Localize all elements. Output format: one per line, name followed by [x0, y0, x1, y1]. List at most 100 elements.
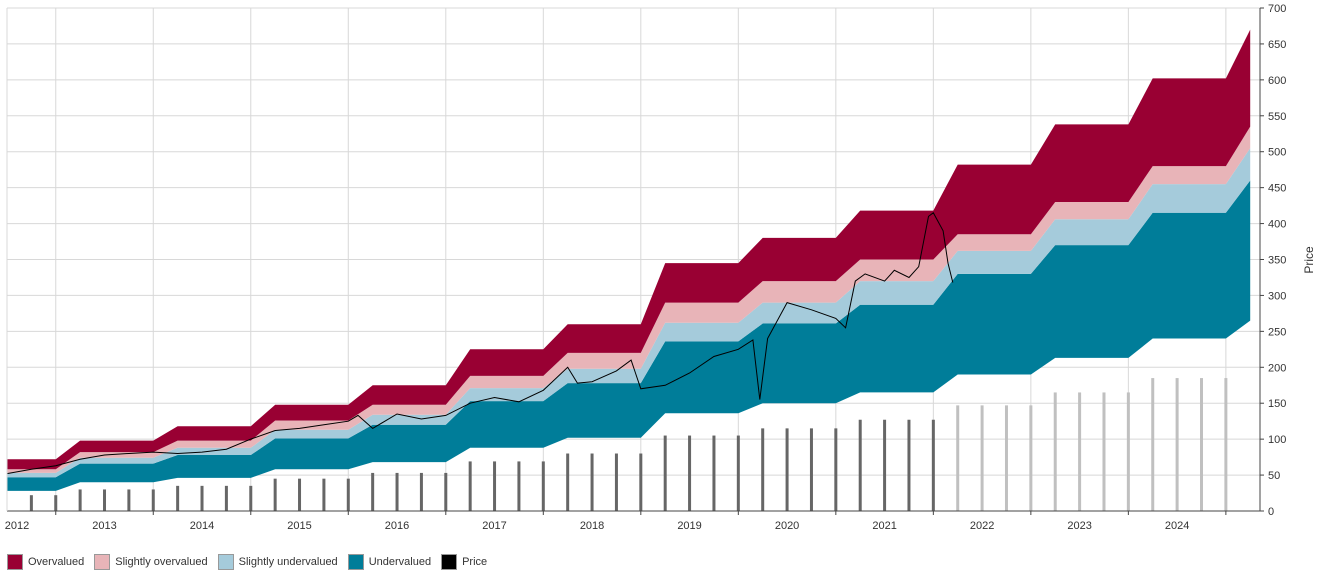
x-tick-label: 2023 [1067, 520, 1091, 532]
y-tick-label: 450 [1268, 183, 1286, 195]
legend-item[interactable]: Price [441, 554, 487, 570]
y-tick-label: 400 [1268, 219, 1286, 231]
eps-bar [541, 461, 545, 511]
y-tick-label: 250 [1268, 326, 1286, 338]
eps-bar-estimate [1004, 405, 1008, 511]
eps-bar [590, 453, 594, 511]
eps-bar [785, 428, 789, 511]
legend-swatch [441, 554, 458, 570]
legend-label: Price [462, 556, 488, 568]
eps-bar-estimate [980, 405, 984, 511]
y-tick-label: 100 [1268, 434, 1286, 446]
eps-bar [273, 478, 277, 511]
legend-item[interactable]: Undervalued [347, 554, 432, 570]
y-tick-label: 600 [1268, 75, 1286, 87]
legend-swatch [7, 554, 23, 570]
price-line [6, 212, 954, 475]
eps-bar [468, 461, 472, 511]
eps-bar-estimate [1126, 392, 1130, 511]
eps-bar-estimate [1053, 392, 1057, 511]
eps-bar [566, 453, 570, 511]
x-tick-label: 2018 [580, 520, 604, 532]
x-tick-label: 2017 [482, 520, 506, 532]
eps-bar-estimate [956, 405, 960, 511]
tick-labels: 0 50 100 150 200 250 300 350 400 450 500 550 600 650 7… [5, 3, 1287, 532]
eps-bar [322, 478, 326, 511]
x-tick-label: 2015 [287, 520, 311, 532]
eps-bar [736, 435, 740, 511]
eps-bar [883, 419, 887, 511]
eps-bar [298, 478, 302, 511]
y-tick-label: 0 [1268, 506, 1274, 518]
legend-swatch [217, 554, 234, 570]
x-tick-label: 2016 [385, 520, 409, 532]
eps-bar [29, 495, 33, 511]
eps-bar [761, 428, 765, 511]
eps-bar [249, 485, 253, 511]
eps-bar [688, 435, 692, 511]
eps-bar-estimate [1078, 392, 1082, 511]
eps-bar [809, 428, 813, 511]
legend-label: Undervalued [368, 556, 432, 568]
eps-bar [127, 489, 131, 511]
eps-bar [176, 485, 180, 511]
legend-item[interactable]: Slightly overvalued [94, 554, 208, 570]
y-tick-label: 650 [1268, 39, 1286, 51]
eps-bar-estimate [1224, 378, 1228, 511]
y-axis-label: Price [1302, 246, 1316, 274]
legend-label: Overvalued [28, 556, 85, 568]
x-tick-label: 2024 [1165, 520, 1189, 532]
eps-bar [834, 428, 838, 511]
eps-bars [29, 378, 1228, 511]
eps-bar [614, 453, 618, 511]
eps-bar [346, 478, 350, 511]
eps-bar [395, 472, 399, 511]
eps-bar [931, 419, 935, 511]
eps-bar [151, 489, 155, 511]
legend-item[interactable]: Overvalued [7, 554, 84, 570]
eps-bar [639, 453, 643, 511]
y-tick-label: 350 [1268, 255, 1286, 267]
x-tick-label: 2020 [775, 520, 799, 532]
x-tick-label: 2019 [677, 520, 701, 532]
band-undervalued [7, 180, 1251, 491]
price-line-group [6, 212, 954, 475]
x-tick-label: 2012 [5, 520, 29, 532]
y-tick-label: 150 [1268, 398, 1286, 410]
eps-bar [517, 461, 521, 511]
legend-label: Slightly overvalued [115, 556, 208, 568]
y-tick-label: 200 [1268, 362, 1286, 374]
eps-bar [54, 495, 58, 511]
eps-bar [907, 419, 911, 511]
x-tick-label: 2013 [92, 520, 116, 532]
eps-bar-estimate [1151, 378, 1155, 511]
y-tick-label: 50 [1268, 470, 1280, 482]
legend-label: Slightly undervalued [238, 556, 338, 568]
y-tick-label: 550 [1268, 111, 1286, 123]
valuation-bands [7, 29, 1251, 491]
eps-bar [663, 435, 667, 511]
legend-swatch [94, 554, 111, 570]
eps-bar [224, 485, 228, 511]
eps-bar-estimate [1102, 392, 1106, 511]
legend-swatch [347, 554, 364, 570]
eps-bar-estimate [1199, 378, 1203, 511]
valuation-chart: 0 50 100 150 200 250 300 350 400 450 500 550 600 650 7… [5, 3, 1316, 532]
eps-bar [200, 485, 204, 511]
x-tick-label: 2022 [970, 520, 994, 532]
y-tick-label: 500 [1268, 147, 1286, 159]
x-tick-label: 2014 [190, 520, 214, 532]
legend-item[interactable]: Slightly undervalued [217, 554, 338, 570]
legend: Overvalued Slightly overvalued Slightly un… [7, 553, 497, 571]
eps-bar-estimate [1029, 405, 1033, 511]
eps-bar [444, 472, 448, 511]
eps-bar [103, 489, 107, 511]
eps-bar [712, 435, 716, 511]
eps-bar [78, 489, 82, 511]
eps-bar [419, 472, 423, 511]
y-tick-label: 300 [1268, 290, 1286, 302]
y-tick-label: 700 [1268, 3, 1286, 15]
x-tick-label: 2021 [872, 520, 896, 532]
eps-bar [371, 472, 375, 511]
eps-bar [493, 461, 497, 511]
